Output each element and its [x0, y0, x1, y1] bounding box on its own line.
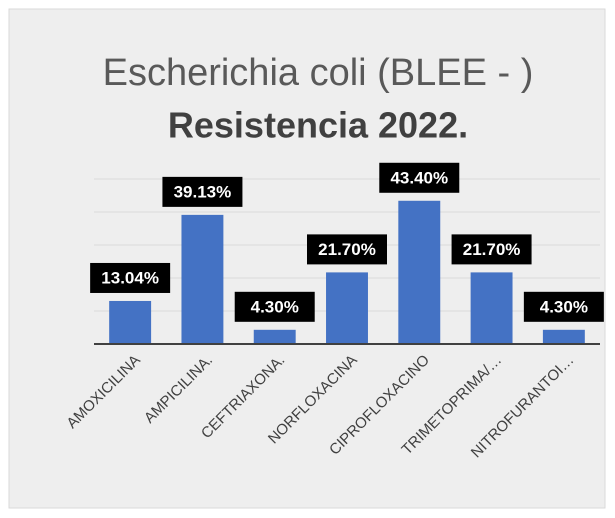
bar — [542, 329, 585, 344]
value-label-box — [379, 162, 460, 193]
value-label: 13.04% — [101, 268, 159, 287]
value-label: 43.40% — [390, 168, 448, 187]
value-label: 21.70% — [318, 240, 376, 259]
value-label: 4.30% — [251, 297, 299, 316]
value-label-box — [523, 291, 604, 322]
value-label: 39.13% — [174, 182, 232, 201]
bar — [181, 214, 224, 344]
bar — [253, 329, 296, 344]
chart-subtitle: Resistencia 2022. — [168, 105, 468, 146]
chart-title: Escherichia coli (BLEE - ) — [103, 52, 534, 94]
bar — [326, 272, 368, 344]
value-label: 4.30% — [540, 297, 588, 316]
value-label-box — [90, 262, 171, 293]
value-label: 21.70% — [463, 240, 521, 259]
bar — [398, 200, 441, 344]
bar — [470, 272, 513, 344]
value-label-box — [162, 176, 243, 207]
value-label-box — [307, 234, 387, 265]
value-label-box — [234, 291, 315, 322]
bar — [109, 300, 152, 344]
value-label-box — [451, 234, 532, 265]
